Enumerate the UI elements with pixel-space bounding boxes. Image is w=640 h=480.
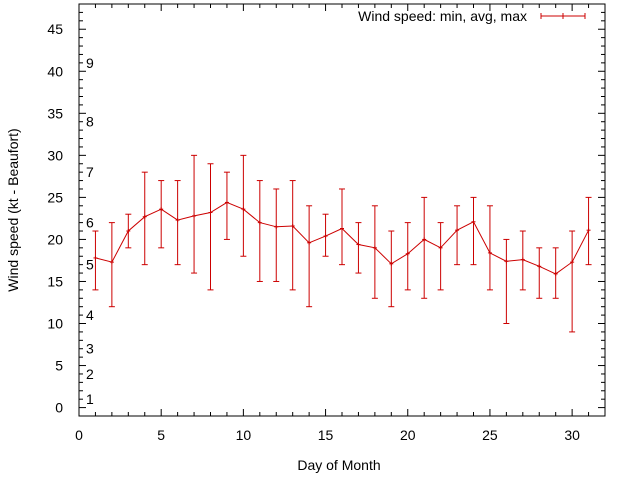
data-point [257,220,262,225]
beaufort-label: 5 [86,257,94,273]
y-tick-label: 20 [47,231,63,247]
data-point [372,245,377,250]
data-point [93,255,98,260]
beaufort-label: 2 [86,366,94,382]
data-point [290,223,295,228]
y-tick-label: 45 [47,21,63,37]
y-axis-title: Wind speed (kt - Beaufort) [5,128,21,291]
beaufort-label: 1 [86,391,94,407]
data-point [340,226,344,231]
data-point [208,210,213,215]
beaufort-label: 4 [86,307,94,323]
data-point [487,250,492,255]
y-tick-label: 15 [47,273,63,289]
data-point [520,257,525,262]
x-axis: 0 5 10 15 20 25 30 [75,4,590,443]
beaufort-label: 7 [86,164,94,180]
x-tick-label: 10 [236,427,252,443]
beaufort-scale: 1 2 3 4 5 6 7 8 9 [86,55,94,407]
y-tick-label: 10 [47,316,63,332]
data-point [241,207,246,212]
legend-sample [540,13,586,19]
data-point [586,228,591,233]
legend: Wind speed: min, avg, max [358,8,586,24]
data-point [504,259,509,264]
legend-label: Wind speed: min, avg, max [358,8,527,24]
x-tick-label: 0 [75,427,83,443]
data-point [570,260,575,265]
data-point [175,218,180,223]
y-tick-label: 5 [55,358,63,374]
data-point [405,251,410,256]
beaufort-label: 8 [86,114,94,130]
data-point [438,245,443,250]
data-point [455,228,460,233]
x-tick-label: 25 [482,427,498,443]
x-tick-label: 15 [318,427,334,443]
data-points [93,200,591,276]
x-tick-label: 20 [400,427,416,443]
x-axis-title: Day of Month [297,457,380,473]
y-tick-label: 35 [47,105,63,121]
y-tick-label: 30 [47,147,63,163]
beaufort-label: 9 [86,55,94,71]
data-point [109,260,114,265]
beaufort-label: 3 [86,341,94,357]
y-tick-label: 25 [47,189,63,205]
data-point [126,229,131,234]
data-point [192,213,197,218]
data-point [537,264,542,269]
data-point [356,242,361,247]
data-point [159,207,164,212]
data-point [307,240,312,245]
data-point [422,237,427,242]
data-point [224,200,229,205]
data-point [389,261,394,266]
data-point [471,219,476,224]
beaufort-label: 6 [86,215,94,231]
y-tick-label: 40 [47,63,63,79]
error-bars [92,154,592,333]
data-point [274,224,279,229]
data-point [142,214,147,219]
x-tick-label: 5 [157,427,165,443]
data-point [323,234,328,239]
x-tick-label: 30 [564,427,580,443]
y-tick-label: 0 [55,400,63,416]
data-point [553,271,558,276]
